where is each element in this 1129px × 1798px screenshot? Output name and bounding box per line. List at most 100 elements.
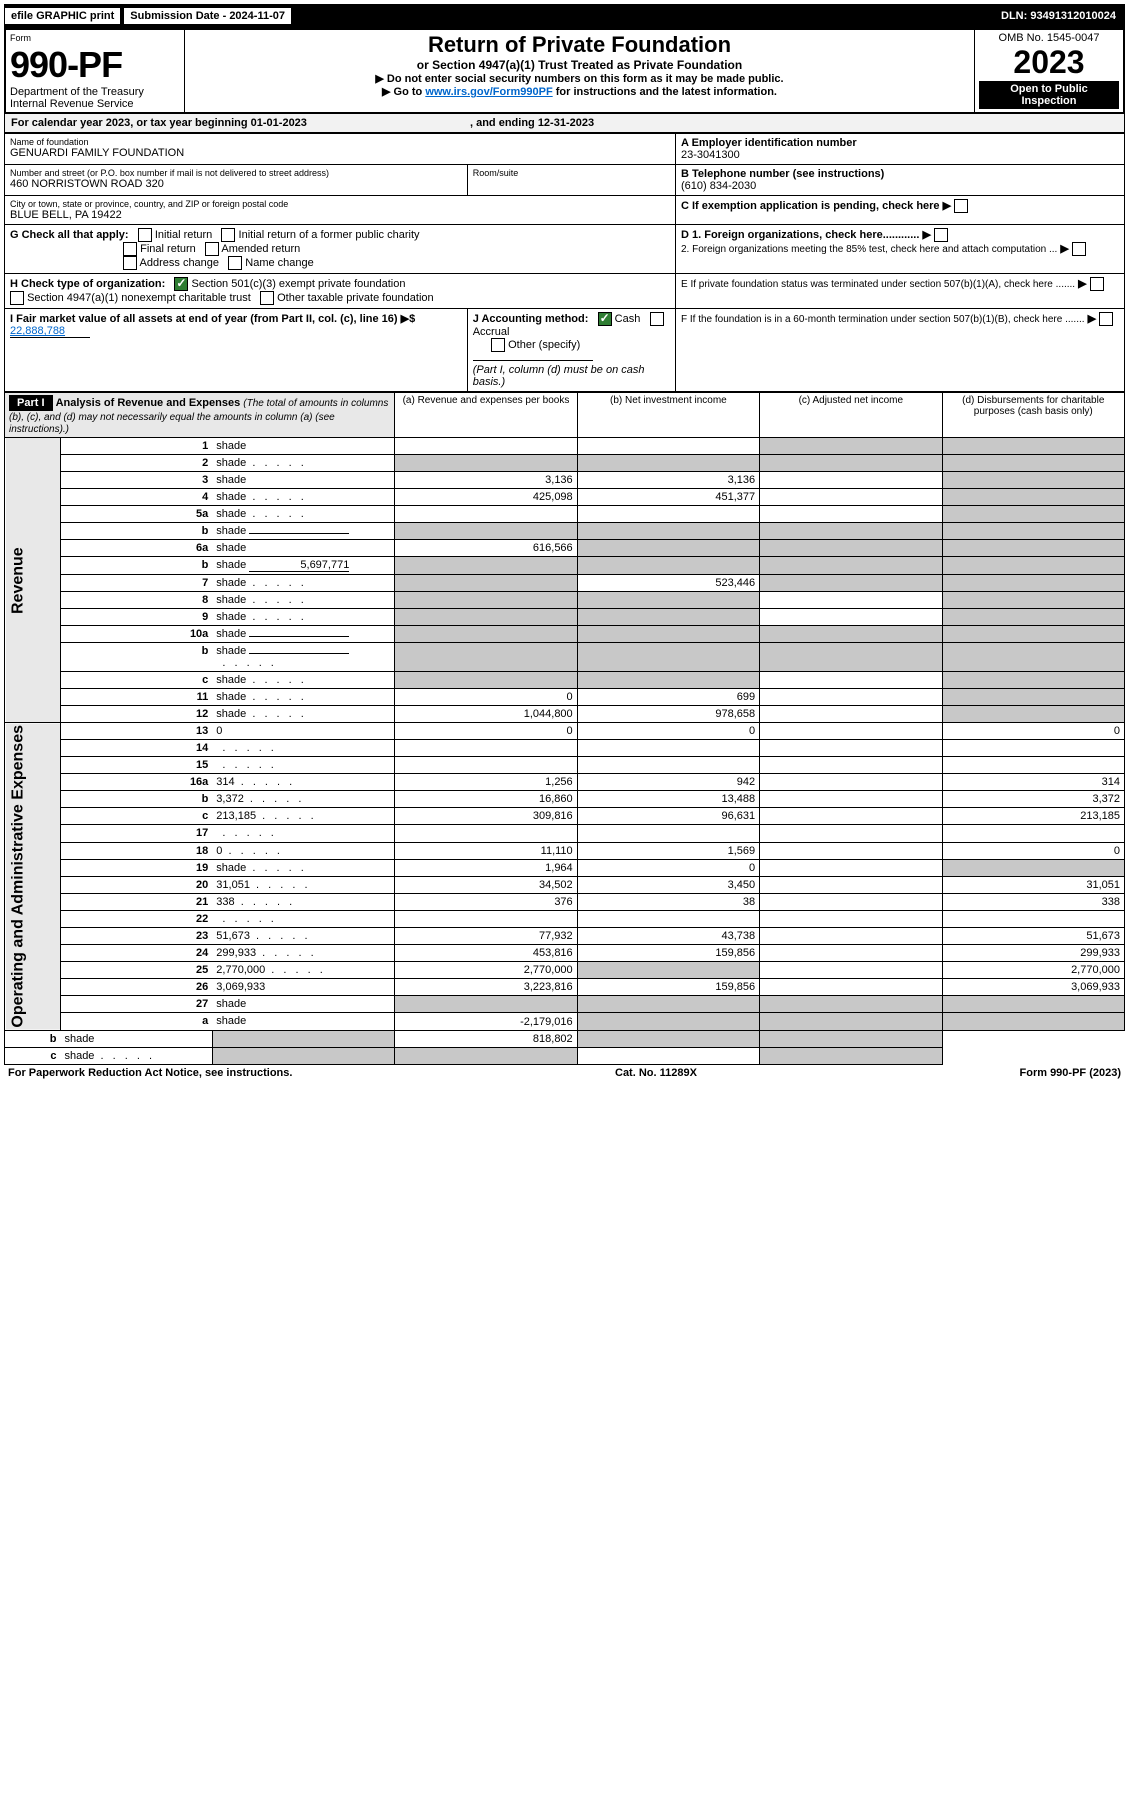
footer: For Paperwork Reduction Act Notice, see … (4, 1065, 1125, 1081)
street-address: 460 NORRISTOWN ROAD 320 (10, 178, 462, 190)
cell-b (577, 592, 759, 609)
line-number: c (60, 672, 212, 689)
cell-b: 818,802 (395, 1030, 577, 1047)
table-row: 14 . . . . . (5, 740, 1125, 757)
line-description: . . . . . (212, 910, 394, 927)
col-d-header: (d) Disbursements for charitable purpose… (942, 393, 1124, 438)
foundation-name: GENUARDI FAMILY FOUNDATION (10, 147, 670, 159)
line-description: shade . . . . . (212, 706, 394, 723)
line-description: shade . . . . . (212, 689, 394, 706)
inspection-box: Open to Public Inspection (979, 81, 1119, 109)
cell-a: 1,256 (395, 774, 577, 791)
j-cash-checkbox[interactable] (598, 312, 612, 326)
cell-c (760, 910, 942, 927)
g-final-checkbox[interactable] (123, 242, 137, 256)
line-description: shade . . . . . (212, 455, 394, 472)
form-label: Form (10, 33, 31, 43)
f-checkbox[interactable] (1099, 312, 1113, 326)
cell-c (760, 927, 942, 944)
cell-d: 0 (942, 723, 1124, 740)
line-description: . . . . . (212, 757, 394, 774)
line-number: 13 (60, 723, 212, 740)
line-description: shade . . . . . (212, 506, 394, 523)
cell-c (760, 523, 942, 540)
h-501c3-checkbox[interactable] (174, 277, 188, 291)
table-row: 2351,673 . . . . .77,93243,73851,673 (5, 927, 1125, 944)
cell-a: 1,044,800 (395, 706, 577, 723)
j-accrual-checkbox[interactable] (650, 312, 664, 326)
line-description: 338 . . . . . (212, 893, 394, 910)
cell-d (942, 540, 1124, 557)
g-name-checkbox[interactable] (228, 256, 242, 270)
cell-c (760, 979, 942, 996)
cell-d: 299,933 (942, 945, 1124, 962)
city-cell: City or town, state or province, country… (5, 196, 676, 225)
part1-header-cell: Part I Analysis of Revenue and Expenses … (5, 393, 395, 438)
col-a-header: (a) Revenue and expenses per books (395, 393, 577, 438)
revenue-side-label: Revenue (5, 438, 61, 723)
cell-b: 451,377 (577, 489, 759, 506)
instructions-link[interactable]: www.irs.gov/Form990PF (425, 86, 552, 98)
cell-a: 3,223,816 (395, 979, 577, 996)
header-table: Form 990-PF Department of the Treasury I… (4, 28, 1125, 114)
efile-label[interactable]: efile GRAPHIC print (5, 8, 120, 24)
line-number: 20 (60, 876, 212, 893)
cell-c (760, 876, 942, 893)
g-address-checkbox[interactable] (123, 256, 137, 270)
h-cell: H Check type of organization: Section 50… (5, 274, 676, 309)
cell-c (760, 689, 942, 706)
cell-d (942, 643, 1124, 672)
c-checkbox[interactable] (954, 199, 968, 213)
table-row: 17 . . . . . (5, 825, 1125, 842)
cell-c (760, 506, 942, 523)
line-description: 0 . . . . . (212, 842, 394, 859)
cell-a (395, 825, 577, 842)
tax-year: 2023 (979, 44, 1119, 81)
h-other-checkbox[interactable] (260, 291, 274, 305)
d1-checkbox[interactable] (934, 228, 948, 242)
g-initial-former-checkbox[interactable] (221, 228, 235, 242)
cell-a (395, 609, 577, 626)
d2-checkbox[interactable] (1072, 242, 1086, 256)
line-description: shade . . . . . (212, 489, 394, 506)
cell-b: 43,738 (577, 927, 759, 944)
line-description: shade . . . . . (212, 609, 394, 626)
j-other-checkbox[interactable] (491, 338, 505, 352)
line-description: shade . . . . . (212, 575, 394, 592)
cell-d (760, 1030, 942, 1047)
line-description: shade (212, 472, 394, 489)
cell-d (942, 757, 1124, 774)
g-amended-checkbox[interactable] (205, 242, 219, 256)
cell-c (760, 557, 942, 575)
line-number: 14 (60, 740, 212, 757)
table-row: bshade818,802 (5, 1030, 1125, 1047)
cell-d (942, 996, 1124, 1013)
e-checkbox[interactable] (1090, 277, 1104, 291)
table-row: 252,770,000 . . . . .2,770,0002,770,000 (5, 962, 1125, 979)
table-row: 19shade . . . . .1,9640 (5, 859, 1125, 876)
cell-c (760, 825, 942, 842)
table-row: c213,185 . . . . .309,81696,631213,185 (5, 808, 1125, 825)
cell-a (395, 910, 577, 927)
table-row: cshade . . . . . (5, 1047, 1125, 1064)
table-row: 2shade . . . . . (5, 455, 1125, 472)
cell-d: 0 (942, 842, 1124, 859)
cell-c (577, 1030, 759, 1047)
table-row: 9shade . . . . . (5, 609, 1125, 626)
fmv-link[interactable]: 22,888,788 (10, 325, 90, 338)
line-number: 3 (60, 472, 212, 489)
h-4947-checkbox[interactable] (10, 291, 24, 305)
cell-d (942, 626, 1124, 643)
cell-a: 425,098 (395, 489, 577, 506)
g-initial-checkbox[interactable] (138, 228, 152, 242)
table-row: 5ashade . . . . . (5, 506, 1125, 523)
line-description: shade . . . . . (212, 859, 394, 876)
cell-b: 3,450 (577, 876, 759, 893)
table-row: 10ashade (5, 626, 1125, 643)
line-description: shade . . . . . (212, 672, 394, 689)
cell-a (395, 592, 577, 609)
line-number: 6a (60, 540, 212, 557)
i-cell: I Fair market value of all assets at end… (5, 309, 468, 392)
line-number: 19 (60, 859, 212, 876)
line-description: 314 . . . . . (212, 774, 394, 791)
